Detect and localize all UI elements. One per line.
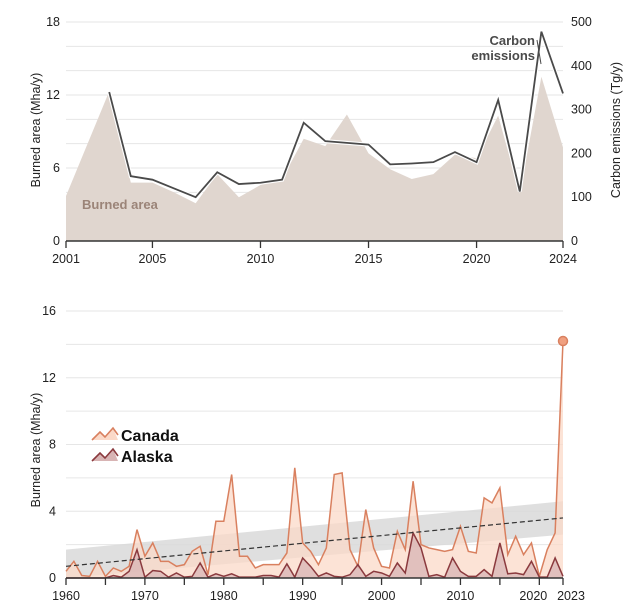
highlight-2023-point bbox=[557, 335, 569, 347]
x-tick-label: 1970 bbox=[131, 589, 159, 603]
y-right-tick-label: 400 bbox=[571, 59, 592, 73]
trend-line bbox=[65, 517, 564, 567]
x-tick-label: 2015 bbox=[355, 252, 383, 266]
canada-fill bbox=[66, 341, 563, 578]
trend-dashed-line bbox=[65, 517, 564, 567]
y-tick-label: 16 bbox=[42, 304, 56, 318]
x-tick-label: 2024 bbox=[549, 252, 577, 266]
y-right-tick-label: 100 bbox=[571, 190, 592, 204]
legend-item-canada: Canada bbox=[91, 426, 179, 445]
alaska-legend-stroke bbox=[91, 447, 119, 462]
y-tick-label: 0 bbox=[49, 571, 56, 585]
x-tick-label: 2020 bbox=[519, 589, 547, 603]
alaska-line bbox=[66, 530, 564, 579]
x-tick-label: 2020 bbox=[463, 252, 491, 266]
y-left-tick-label: 6 bbox=[53, 161, 60, 175]
top-left-axis-title: Burned area (Mha/y) bbox=[29, 73, 43, 188]
alaska-legend-icon bbox=[92, 449, 118, 461]
x-tick-label: 2023 bbox=[557, 589, 585, 603]
top-right-axis-title: Carbon emissions (Tg/y) bbox=[609, 62, 623, 198]
burned-area-series bbox=[66, 76, 563, 241]
top-chart: 2001 2005 2010 2015 2020 2024 0 6 12 18 0 100 200 300… bbox=[29, 15, 623, 266]
y-left-tick-label: 18 bbox=[46, 15, 60, 29]
carbon-emissions-label-line1: Carbon bbox=[490, 33, 536, 48]
x-tick-label: 1960 bbox=[52, 589, 80, 603]
y-right-tick-label: 200 bbox=[571, 146, 592, 160]
legend-item-alaska: Alaska bbox=[91, 447, 173, 466]
legend-label-alaska: Alaska bbox=[121, 449, 173, 466]
carbon-emissions-label-line2: emissions bbox=[471, 48, 535, 63]
x-tick-label: 2000 bbox=[368, 589, 396, 603]
bottom-chart: 1960 1970 1980 1990 2000 2010 2020 20230481216 … bbox=[29, 304, 585, 603]
carbon-emissions-series bbox=[107, 30, 565, 200]
x-tick-label: 2005 bbox=[139, 252, 167, 266]
y-right-tick-label: 300 bbox=[571, 103, 592, 117]
x-tick-label: 2010 bbox=[447, 589, 475, 603]
burned-area-label: Burned area bbox=[82, 197, 159, 212]
legend-label-canada: Canada bbox=[121, 428, 179, 445]
y-right-tick-label: 0 bbox=[571, 234, 578, 248]
bottom-axes: 1960 1970 1980 1990 2000 2010 2020 2023 0 4 8 12 16 bbox=[42, 304, 585, 603]
x-tick-label: 1980 bbox=[210, 589, 238, 603]
alaska-series bbox=[66, 530, 564, 579]
x-tick-label: 2001 bbox=[52, 252, 80, 266]
y-tick-label: 12 bbox=[42, 371, 56, 385]
carbon-emissions-line bbox=[108, 31, 564, 199]
bottom-gridlines bbox=[66, 310, 563, 546]
canada-legend-stroke bbox=[91, 426, 119, 441]
y-left-tick-label: 0 bbox=[53, 234, 60, 248]
carbon-emissions-leader bbox=[536, 39, 542, 65]
burned-area-fill bbox=[66, 76, 563, 241]
y-left-tick-label: 12 bbox=[46, 88, 60, 102]
x-tick-label: 2010 bbox=[247, 252, 275, 266]
top-axes: 2001 2005 2010 2015 2020 2024 0 6 12 18 0 100 200 300… bbox=[46, 15, 592, 266]
canada-legend-icon bbox=[92, 428, 118, 440]
bottom-axis-title: Burned area (Mha/y) bbox=[29, 393, 43, 508]
x-tick-label: 1990 bbox=[289, 589, 317, 603]
y-tick-label: 4 bbox=[49, 504, 56, 518]
y-tick-label: 8 bbox=[49, 438, 56, 452]
legend: Canada Alaska bbox=[91, 426, 179, 466]
y-right-tick-label: 500 bbox=[571, 15, 592, 29]
